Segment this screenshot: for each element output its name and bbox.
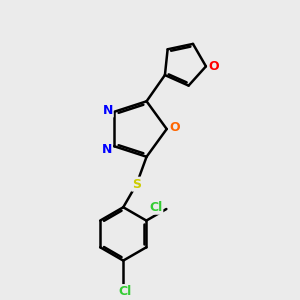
Text: N: N — [102, 142, 112, 155]
Text: Cl: Cl — [149, 201, 162, 214]
Text: N: N — [102, 103, 113, 117]
Text: Cl: Cl — [118, 285, 132, 298]
Text: O: O — [208, 60, 219, 73]
Text: O: O — [169, 121, 180, 134]
Text: S: S — [132, 178, 141, 190]
